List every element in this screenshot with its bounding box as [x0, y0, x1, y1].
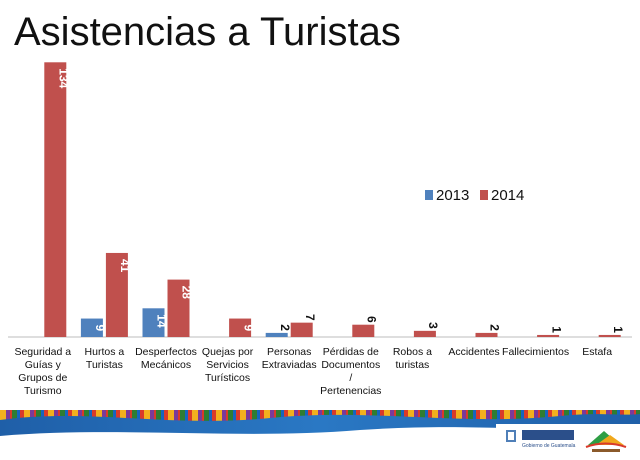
- bars-group: 134 9 41 14 28 9 2 7 6 3 2 1 1: [44, 62, 625, 338]
- data-label-2014-8: 1: [549, 326, 563, 333]
- category-label-8: Fallecimientos: [502, 346, 569, 358]
- bar-chart: 134 9 41 14 28 9 2 7 6 3 2 1 1 Seguridad a Guías y Gru…: [8, 62, 632, 397]
- bar-2014-5: [352, 324, 375, 337]
- category-label-9: Estafa: [582, 346, 612, 358]
- data-label-2014-3: 9: [241, 325, 255, 332]
- svg-text:Gobierno de Guatemala: Gobierno de Guatemala: [522, 443, 576, 449]
- inguat-logo: [585, 431, 627, 452]
- category-label-0: Seguridad a Guías y Grupos de Turismo: [14, 346, 71, 397]
- bar-2013-4: [265, 332, 288, 337]
- category-label-4: Personas Extraviadas: [262, 346, 317, 371]
- category-label-2: Desperfectos Mecánicos: [135, 346, 197, 371]
- bar-2014-8: [537, 334, 560, 337]
- data-label-2014-9: 1: [611, 326, 625, 333]
- bar-2014-3: [229, 318, 252, 337]
- data-label-2013-2: 14: [155, 314, 169, 328]
- category-label-5: Pérdidas de Documentos / Pertenencias: [320, 346, 381, 397]
- legend-swatch-2013: [425, 190, 433, 200]
- data-label-2014-2: 28: [180, 286, 194, 300]
- data-label-2014-0: 134: [57, 68, 71, 88]
- category-label-7: Accidentes: [448, 346, 499, 358]
- bar-2013-2: [142, 308, 165, 337]
- slide-title: Asistencias a Turistas: [14, 10, 401, 54]
- data-label-2014-4: 7: [303, 314, 317, 321]
- category-labels-group: Seguridad a Guías y Grupos de Turismo Hurtos…: [14, 346, 612, 397]
- data-label-2013-1: 9: [93, 325, 107, 332]
- bar-2014-6: [413, 330, 436, 337]
- legend: 2013 2014: [425, 187, 524, 204]
- legend-swatch-2014: [480, 190, 488, 200]
- legend-label-2013: 2013: [436, 187, 469, 204]
- bar-2014-2: [167, 279, 190, 337]
- bar-2014-9: [598, 334, 621, 337]
- bar-2014-7: [475, 332, 498, 337]
- category-label-1: Hurtos a Turistas: [85, 346, 125, 371]
- data-label-2014-1: 41: [118, 259, 132, 273]
- data-label-2014-6: 3: [426, 322, 440, 329]
- bar-2014-1: [105, 252, 128, 337]
- white-wave: [0, 427, 640, 460]
- bar-2014-4: [290, 322, 313, 337]
- gobierno-guatemala-logo: Gobierno de Guatemala: [506, 430, 576, 449]
- bar-2013-1: [80, 318, 103, 337]
- data-label-2013-4: 2: [278, 324, 292, 331]
- legend-label-2014: 2014: [491, 187, 524, 204]
- category-label-3: Quejas por Servicios Turísticos: [202, 346, 254, 384]
- data-label-2014-7: 2: [488, 324, 502, 331]
- footer-banner: Gobierno de Guatemala: [0, 410, 640, 460]
- data-label-2014-5: 6: [365, 316, 379, 323]
- category-label-6: Robos a turistas: [393, 346, 432, 371]
- bar-2014-0: [44, 62, 67, 338]
